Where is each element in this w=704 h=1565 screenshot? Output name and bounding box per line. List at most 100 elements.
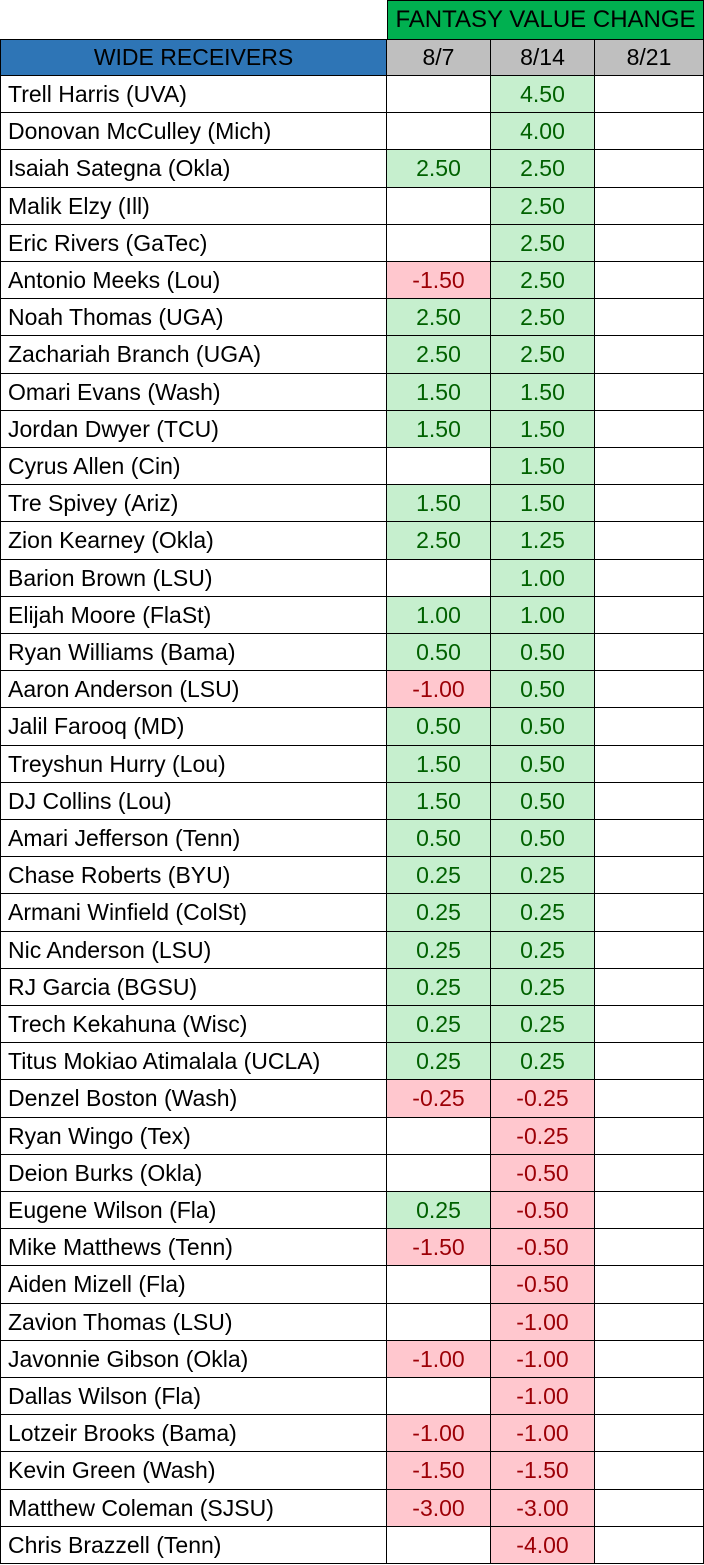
player-name-cell[interactable]: DJ Collins (Lou) xyxy=(0,783,387,820)
value-cell-8-14[interactable]: 2.50 xyxy=(491,188,595,225)
player-name-cell[interactable]: Lotzeir Brooks (Bama) xyxy=(0,1415,387,1452)
value-cell-8-7[interactable]: 1.50 xyxy=(387,783,491,820)
value-cell-8-7[interactable]: 0.50 xyxy=(387,708,491,746)
date-header-1[interactable]: 8/7 xyxy=(387,39,491,76)
value-cell-8-14[interactable]: 0.50 xyxy=(491,820,595,857)
player-name-cell[interactable]: Aiden Mizell (Fla) xyxy=(0,1266,387,1304)
value-cell-8-7[interactable] xyxy=(387,1266,491,1304)
value-cell-8-21[interactable] xyxy=(595,113,704,150)
player-name-cell[interactable]: Zion Kearney (Okla) xyxy=(0,522,387,560)
value-cell-8-21[interactable] xyxy=(595,671,704,708)
player-name-cell[interactable]: Titus Mokiao Atimalala (UCLA) xyxy=(0,1043,387,1080)
value-cell-8-7[interactable]: -1.50 xyxy=(387,262,491,299)
value-cell-8-21[interactable] xyxy=(595,634,704,671)
value-cell-8-7[interactable]: -1.00 xyxy=(387,671,491,708)
player-name-cell[interactable]: Mike Matthews (Tenn) xyxy=(0,1229,387,1266)
player-name-cell[interactable]: Trell Harris (UVA) xyxy=(0,76,387,113)
value-cell-8-7[interactable]: -1.00 xyxy=(387,1415,491,1452)
value-cell-8-7[interactable]: 0.25 xyxy=(387,1192,491,1229)
value-cell-8-21[interactable] xyxy=(595,1415,704,1452)
value-cell-8-21[interactable] xyxy=(595,857,704,894)
player-name-cell[interactable]: Deion Burks (Okla) xyxy=(0,1155,387,1192)
value-cell-8-21[interactable] xyxy=(595,485,704,522)
player-name-cell[interactable]: Zachariah Branch (UGA) xyxy=(0,336,387,374)
value-cell-8-21[interactable] xyxy=(595,820,704,857)
player-name-cell[interactable]: Jalil Farooq (MD) xyxy=(0,708,387,746)
player-name-cell[interactable]: Elijah Moore (FlaSt) xyxy=(0,597,387,634)
value-cell-8-21[interactable] xyxy=(595,1043,704,1080)
value-cell-8-7[interactable]: -1.00 xyxy=(387,1341,491,1378)
player-name-cell[interactable]: Noah Thomas (UGA) xyxy=(0,299,387,336)
value-cell-8-7[interactable]: 0.25 xyxy=(387,969,491,1006)
value-cell-8-7[interactable]: -3.00 xyxy=(387,1490,491,1527)
player-name-cell[interactable]: Jordan Dwyer (TCU) xyxy=(0,411,387,448)
player-name-cell[interactable]: Aaron Anderson (LSU) xyxy=(0,671,387,708)
value-cell-8-7[interactable]: 2.50 xyxy=(387,299,491,336)
value-cell-8-7[interactable]: 2.50 xyxy=(387,336,491,374)
value-cell-8-7[interactable] xyxy=(387,225,491,262)
value-cell-8-21[interactable] xyxy=(595,1080,704,1118)
value-cell-8-7[interactable]: -0.25 xyxy=(387,1080,491,1118)
player-name-cell[interactable]: Kevin Green (Wash) xyxy=(0,1452,387,1490)
value-cell-8-7[interactable] xyxy=(387,76,491,113)
value-cell-8-14[interactable]: -1.00 xyxy=(491,1415,595,1452)
value-cell-8-14[interactable]: 0.25 xyxy=(491,1006,595,1043)
value-cell-8-14[interactable]: -1.00 xyxy=(491,1304,595,1341)
value-cell-8-14[interactable]: 1.50 xyxy=(491,485,595,522)
value-cell-8-7[interactable] xyxy=(387,113,491,150)
value-cell-8-14[interactable]: 0.50 xyxy=(491,708,595,746)
value-cell-8-7[interactable]: 2.50 xyxy=(387,522,491,560)
value-cell-8-14[interactable]: -0.50 xyxy=(491,1229,595,1266)
value-cell-8-14[interactable]: 1.00 xyxy=(491,560,595,597)
value-cell-8-21[interactable] xyxy=(595,225,704,262)
value-cell-8-14[interactable]: 1.25 xyxy=(491,522,595,560)
value-cell-8-7[interactable]: 1.50 xyxy=(387,485,491,522)
player-name-cell[interactable]: Dallas Wilson (Fla) xyxy=(0,1378,387,1415)
value-cell-8-21[interactable] xyxy=(595,411,704,448)
value-cell-8-21[interactable] xyxy=(595,262,704,299)
player-name-cell[interactable]: Amari Jefferson (Tenn) xyxy=(0,820,387,857)
player-name-cell[interactable]: Tre Spivey (Ariz) xyxy=(0,485,387,522)
value-cell-8-14[interactable]: -1.50 xyxy=(491,1452,595,1490)
position-header[interactable]: WIDE RECEIVERS xyxy=(0,39,387,76)
value-cell-8-14[interactable]: 2.50 xyxy=(491,299,595,336)
player-name-cell[interactable]: Chase Roberts (BYU) xyxy=(0,857,387,894)
player-name-cell[interactable]: Trech Kekahuna (Wisc) xyxy=(0,1006,387,1043)
player-name-cell[interactable]: Armani Winfield (ColSt) xyxy=(0,894,387,932)
value-cell-8-14[interactable]: -0.50 xyxy=(491,1266,595,1304)
value-cell-8-21[interactable] xyxy=(595,969,704,1006)
value-cell-8-7[interactable]: 0.25 xyxy=(387,932,491,969)
value-cell-8-21[interactable] xyxy=(595,783,704,820)
value-cell-8-7[interactable] xyxy=(387,1155,491,1192)
value-cell-8-21[interactable] xyxy=(595,448,704,485)
value-cell-8-21[interactable] xyxy=(595,188,704,225)
player-name-cell[interactable]: Antonio Meeks (Lou) xyxy=(0,262,387,299)
value-cell-8-14[interactable]: 2.50 xyxy=(491,150,595,188)
value-cell-8-21[interactable] xyxy=(595,597,704,634)
value-cell-8-14[interactable]: 0.25 xyxy=(491,932,595,969)
player-name-cell[interactable]: Ryan Wingo (Tex) xyxy=(0,1118,387,1155)
value-cell-8-21[interactable] xyxy=(595,1378,704,1415)
value-cell-8-7[interactable]: 1.50 xyxy=(387,746,491,783)
value-cell-8-14[interactable]: 0.50 xyxy=(491,783,595,820)
value-cell-8-14[interactable]: 0.25 xyxy=(491,1043,595,1080)
value-cell-8-7[interactable] xyxy=(387,1378,491,1415)
value-cell-8-7[interactable] xyxy=(387,1527,491,1564)
value-cell-8-7[interactable]: 0.25 xyxy=(387,1043,491,1080)
value-cell-8-14[interactable]: 2.50 xyxy=(491,336,595,374)
player-name-cell[interactable]: Nic Anderson (LSU) xyxy=(0,932,387,969)
value-cell-8-21[interactable] xyxy=(595,76,704,113)
value-cell-8-21[interactable] xyxy=(595,1229,704,1266)
value-cell-8-21[interactable] xyxy=(595,1266,704,1304)
value-cell-8-14[interactable]: 4.50 xyxy=(491,76,595,113)
value-cell-8-7[interactable] xyxy=(387,560,491,597)
value-cell-8-7[interactable]: -1.50 xyxy=(387,1452,491,1490)
value-cell-8-7[interactable] xyxy=(387,1304,491,1341)
player-name-cell[interactable]: Omari Evans (Wash) xyxy=(0,374,387,411)
value-cell-8-21[interactable] xyxy=(595,299,704,336)
value-cell-8-14[interactable]: -1.00 xyxy=(491,1378,595,1415)
value-cell-8-21[interactable] xyxy=(595,1304,704,1341)
value-cell-8-14[interactable]: 0.50 xyxy=(491,746,595,783)
value-cell-8-14[interactable]: 0.50 xyxy=(491,671,595,708)
value-cell-8-7[interactable]: 0.25 xyxy=(387,1006,491,1043)
